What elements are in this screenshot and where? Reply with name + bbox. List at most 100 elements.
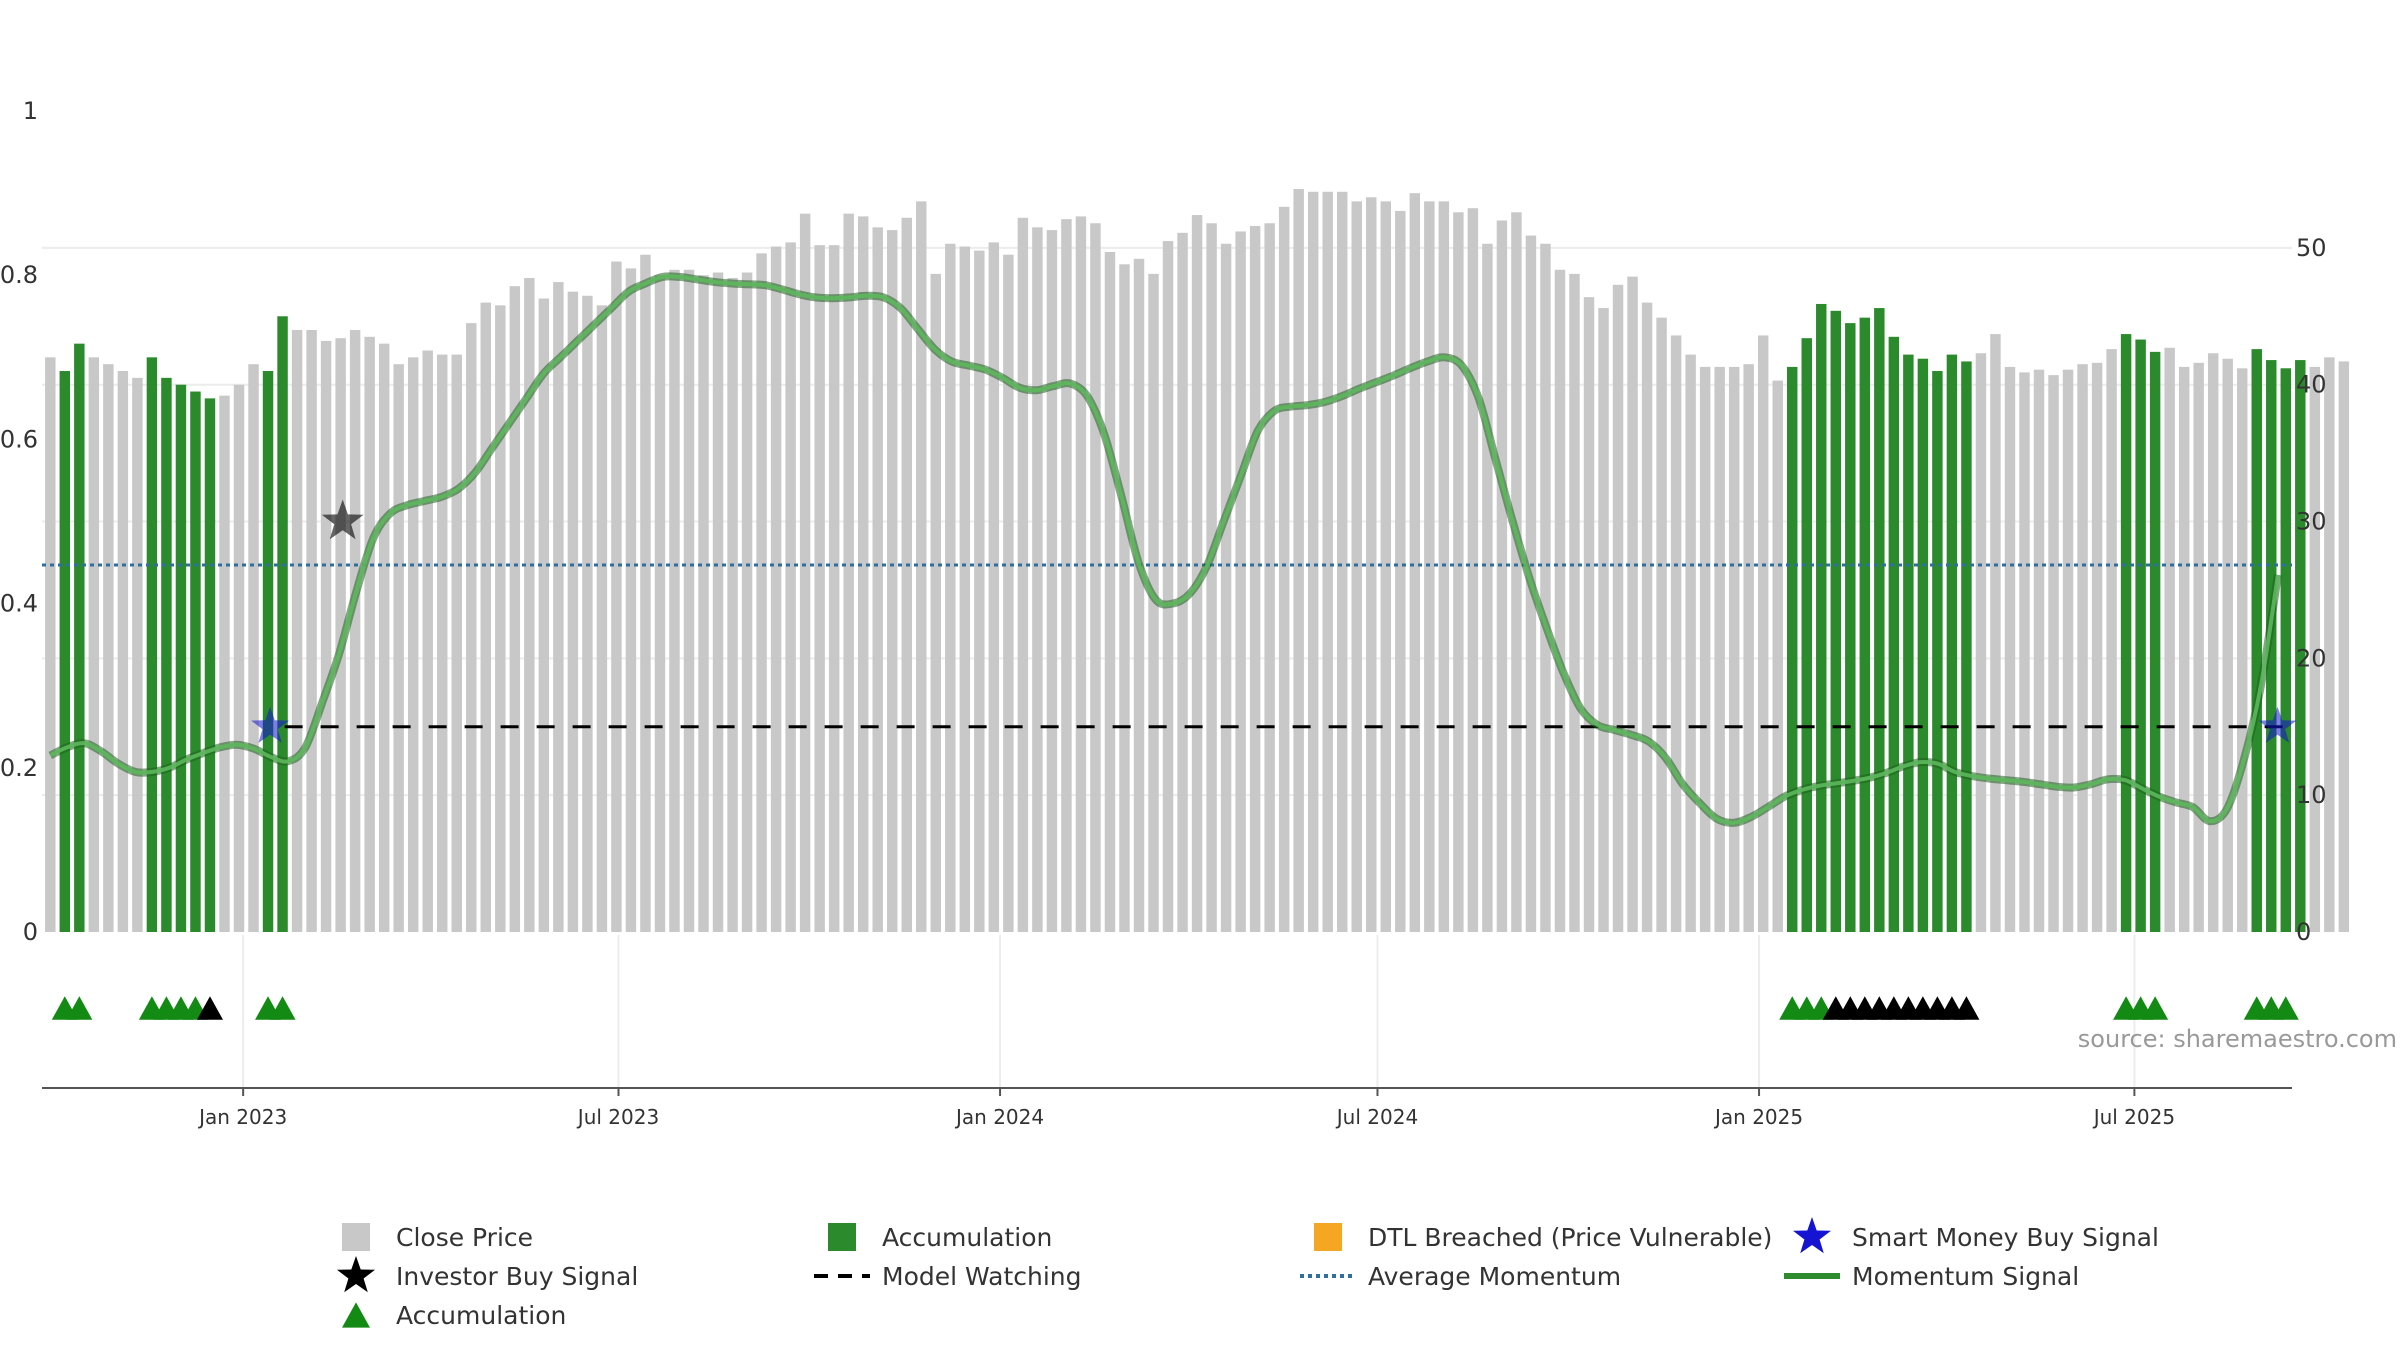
investor-buy-star — [321, 499, 364, 540]
right-tick-label: 40 — [2296, 371, 2327, 399]
left-tick-label: 0 — [23, 918, 38, 946]
left-tick-label: 0.8 — [0, 261, 38, 289]
accumulation-bar — [1787, 366, 1798, 932]
accumulation-bar — [1946, 354, 1958, 933]
close-price-bar — [2178, 366, 2190, 932]
accumulation-triangle — [2272, 996, 2299, 1020]
close-price-bar — [364, 336, 375, 932]
close-price-bar — [1003, 254, 1014, 932]
close-price-bar — [2091, 362, 2103, 932]
close-price-bar — [887, 230, 898, 933]
close-price-bar — [1583, 297, 1595, 933]
left-tick-label: 0.4 — [0, 590, 38, 618]
accumulation-bar — [74, 343, 85, 933]
close-price-bar — [2237, 368, 2248, 932]
close-price-bar — [291, 329, 303, 932]
close-price-bar — [1540, 243, 1551, 932]
legend-label: Accumulation — [882, 1223, 1052, 1252]
legend-swatch-gray-square — [342, 1223, 370, 1251]
accumulation-bar — [262, 371, 274, 932]
close-price-bar — [538, 298, 550, 932]
legend-swatch-blue-star — [1793, 1217, 1831, 1254]
close-price-bar — [857, 216, 869, 932]
close-price-bar — [1612, 284, 1624, 932]
close-price-bar — [378, 343, 390, 933]
source-label: source: sharemaestro.com — [2078, 1025, 2397, 1053]
accumulation-bar — [1932, 371, 1943, 932]
accumulation-bar — [2295, 360, 2306, 933]
close-price-bar — [1337, 191, 1348, 932]
close-price-bar — [1685, 354, 1696, 933]
accumulation-bar — [1917, 358, 1929, 932]
accumulation-bar — [1830, 310, 1842, 932]
close-price-bar — [1177, 232, 1188, 933]
close-price-bar — [1699, 366, 1711, 932]
accumulation-bar — [1801, 338, 1812, 933]
close-price-bar — [132, 377, 143, 932]
accumulation-bar — [204, 398, 216, 932]
close-price-bar — [1206, 223, 1217, 932]
close-price-bar — [828, 245, 840, 933]
close-price-bar — [219, 395, 230, 933]
legend-label: Average Momentum — [1368, 1262, 1621, 1291]
close-price-bar — [654, 275, 666, 932]
accumulation-bar — [1961, 361, 1972, 932]
accumulation-bar — [2280, 368, 2292, 932]
accumulation-bar — [2251, 349, 2262, 933]
close-price-bar — [1453, 212, 1464, 933]
legend-swatch-black-star — [337, 1256, 375, 1293]
right-tick-label: 0 — [2296, 918, 2311, 946]
x-tick-label: Jul 2023 — [576, 1105, 659, 1129]
close-price-bar — [1104, 251, 1116, 932]
close-price-bar — [320, 340, 332, 932]
accumulation-bar — [190, 391, 201, 932]
accumulation-triangle-black — [196, 996, 223, 1020]
close-price-bar — [843, 213, 854, 932]
x-tick-label: Jul 2025 — [2092, 1105, 2175, 1129]
accumulation-bar — [1859, 317, 1871, 933]
accumulation-triangle — [66, 996, 93, 1020]
close-price-bar — [2077, 364, 2088, 933]
right-tick-label: 30 — [2296, 508, 2327, 536]
close-price-bar — [930, 273, 942, 932]
close-price-bar — [103, 364, 114, 933]
close-price-bar — [451, 354, 462, 933]
right-tick-label: 20 — [2296, 644, 2327, 672]
accumulation-bar — [1903, 354, 1914, 933]
legend-swatch-orange-square — [1314, 1223, 1342, 1251]
close-price-bar — [1061, 219, 1072, 933]
close-price-bar — [407, 357, 419, 932]
close-price-bar — [625, 268, 637, 932]
close-price-bar — [1656, 317, 1667, 933]
close-price-bar — [1264, 223, 1275, 932]
close-price-bar — [1627, 276, 1638, 933]
accumulation-bar — [1816, 303, 1827, 932]
close-price-bar — [1075, 216, 1087, 932]
close-price-bar — [2222, 358, 2233, 932]
legend-label: Accumulation — [396, 1301, 566, 1330]
close-price-bar — [727, 277, 738, 932]
close-price-bar — [1133, 258, 1145, 932]
smart-money-buy-star — [251, 706, 290, 743]
x-tick-label: Jan 2024 — [954, 1105, 1044, 1129]
accumulation-triangle — [269, 996, 296, 1020]
legend: Close Price Accumulation DTL Breached (Pri… — [337, 1217, 2159, 1330]
right-tick-label: 50 — [2296, 234, 2327, 262]
close-price-bar — [945, 243, 956, 932]
close-price-bar — [1772, 380, 1783, 933]
close-price-bar — [466, 323, 477, 933]
accumulation-triangle — [2142, 996, 2169, 1020]
close-price-bar — [712, 272, 724, 932]
close-price-bar — [480, 302, 492, 933]
close-price-bar — [1438, 201, 1450, 932]
close-price-bar — [1409, 193, 1421, 933]
close-price-bar — [1351, 201, 1362, 932]
close-price-bar — [901, 217, 912, 932]
close-price-bar — [2207, 353, 2219, 932]
close-price-bar — [1380, 201, 1392, 932]
close-price-bar — [1307, 191, 1319, 932]
x-tick-label: Jan 2025 — [1713, 1105, 1803, 1129]
accumulation-bar — [2135, 339, 2146, 932]
close-price-bar — [2309, 366, 2321, 932]
